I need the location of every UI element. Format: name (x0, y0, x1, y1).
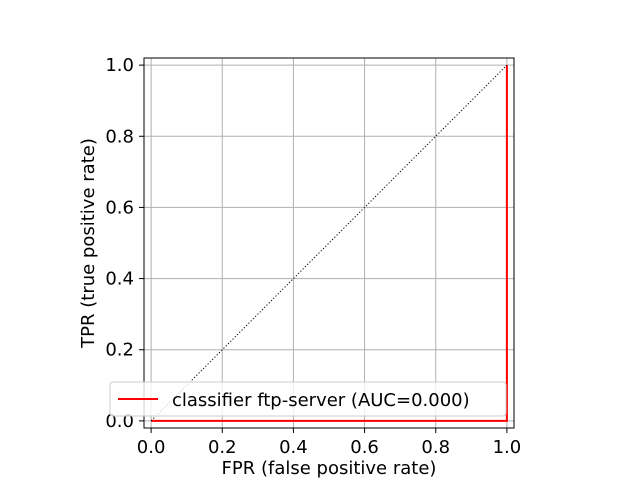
y-tick-label-3: 0.6 (105, 197, 134, 218)
grid (144, 58, 514, 428)
plot-frame (143, 57, 515, 429)
y-tick-label-1: 0.2 (105, 340, 134, 361)
x-tick-label-4: 0.8 (421, 437, 450, 458)
y-tick-label-4: 0.8 (105, 126, 134, 147)
x-tick-label-1: 0.2 (208, 437, 237, 458)
x-tick-label-3: 0.6 (350, 437, 379, 458)
y-tick-label-5: 1.0 (105, 55, 134, 76)
y-axis-label: TPR (true positive rate) (78, 138, 99, 349)
x-tick-label-0: 0.0 (137, 437, 166, 458)
legend-label: classifier ftp-server (AUC=0.000) (172, 390, 470, 411)
diagonal-reference-line (150, 64, 508, 422)
y-tick-label-2: 0.4 (105, 269, 134, 290)
x-tick-label-2: 0.4 (279, 437, 308, 458)
roc-curve-0 (151, 65, 508, 422)
legend: classifier ftp-server (AUC=0.000) (109, 381, 507, 417)
x-axis-label: FPR (false positive rate) (222, 458, 437, 479)
legend-box (109, 381, 507, 417)
x-tick-label-5: 1.0 (493, 437, 522, 458)
ticks: 0.0 0.2 0.4 0.6 0.8 1.00.00.20.40.60.81.0 (105, 55, 521, 458)
series-layer (150, 64, 508, 422)
